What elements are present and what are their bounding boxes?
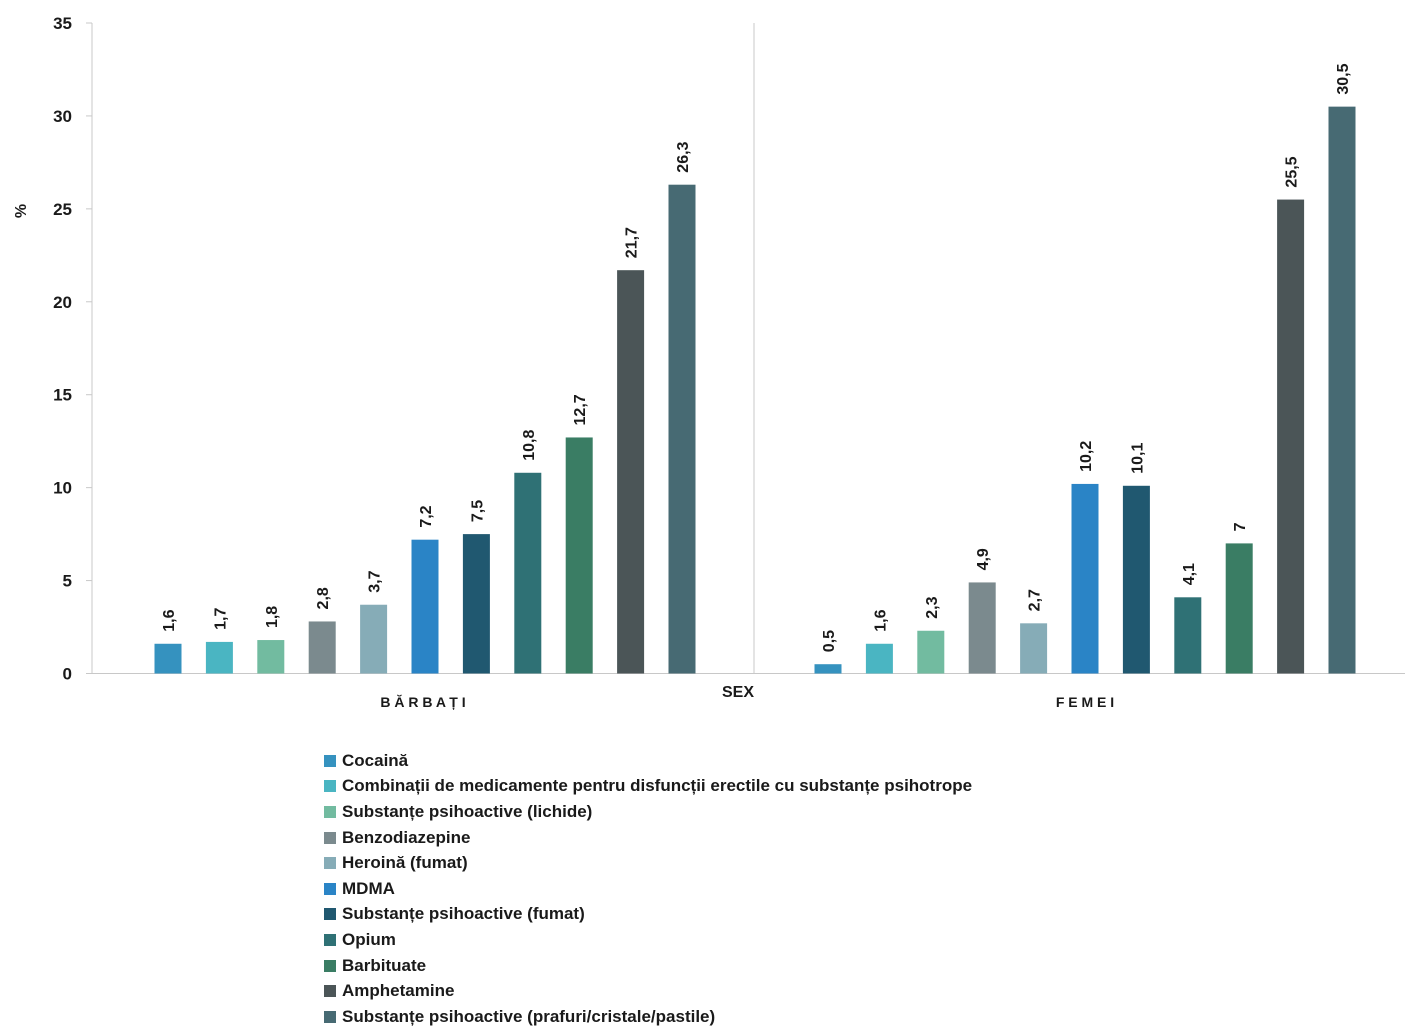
y-tick-label: 25 <box>53 200 72 219</box>
bar <box>1328 106 1356 674</box>
bar <box>1071 483 1099 674</box>
legend-swatch <box>324 780 336 793</box>
bar <box>205 641 233 674</box>
bar <box>668 184 696 674</box>
x-axis-label: SEX <box>722 684 754 701</box>
data-label: 1,8 <box>264 606 281 628</box>
data-labels: 1,6 1,7 1,8 2,8 3,7 7,2 7,5 10,8 12,7 21,7 26,3 0,5… <box>161 63 1352 652</box>
legend-label: MDMA <box>342 878 395 898</box>
data-label: 26,3 <box>675 141 692 172</box>
bar <box>1174 597 1202 674</box>
legend-label: Cocaină <box>342 750 409 770</box>
data-label: 30,5 <box>1335 63 1352 94</box>
y-tick-label: 35 <box>53 14 72 33</box>
data-label: 10,1 <box>1129 443 1146 474</box>
legend-item: Substanțe psihoactive (lichide) <box>324 799 972 825</box>
y-tick-label: 10 <box>53 479 72 498</box>
bar-chart: 0 5 10 15 20 25 30 35 B Ă R B A Ț I F E M E I 1,6… <box>13 14 1405 710</box>
legend-swatch <box>324 754 336 767</box>
legend-swatch <box>324 1010 336 1023</box>
legend-item: Substanțe psihoactive (prafuri/cristale/… <box>324 1004 972 1030</box>
legend-swatch <box>324 908 336 921</box>
data-label: 0,5 <box>821 630 838 652</box>
data-label: 4,9 <box>975 548 992 570</box>
bar <box>565 437 593 674</box>
data-label: 10,2 <box>1078 441 1095 472</box>
data-label: 7,2 <box>418 505 435 527</box>
legend-item: Cocaină <box>324 748 972 774</box>
legend-item: Substanțe psihoactive (fumat) <box>324 902 972 928</box>
bar <box>865 643 893 674</box>
legend-swatch <box>324 857 336 870</box>
legend-item: Barbituate <box>324 953 972 979</box>
bar <box>1122 485 1150 674</box>
y-tick-label: 20 <box>53 293 72 312</box>
y-tick-label: 30 <box>53 107 72 126</box>
legend-swatch <box>324 959 336 972</box>
legend-label: Barbituate <box>342 955 427 975</box>
data-label: 1,6 <box>161 609 178 631</box>
bar <box>308 621 336 674</box>
data-label: 7 <box>1232 522 1249 531</box>
legend-label: Amphetamine <box>342 981 455 1001</box>
bar <box>1225 543 1253 674</box>
data-label: 7,5 <box>469 500 486 522</box>
legend: Cocaină Combinații de medicamente pentru … <box>324 748 972 1030</box>
legend-swatch <box>324 933 336 946</box>
data-label: 4,1 <box>1181 563 1198 585</box>
data-label: 25,5 <box>1284 156 1301 187</box>
legend-swatch <box>324 831 336 844</box>
y-tick-label: 15 <box>53 386 72 405</box>
data-label: 3,7 <box>367 570 384 592</box>
data-label: 21,7 <box>624 227 641 258</box>
data-label: 2,8 <box>315 587 332 609</box>
data-label: 1,6 <box>872 609 889 631</box>
legend-label: Benzodiazepine <box>342 827 471 847</box>
axes: 0 5 10 15 20 25 30 35 B Ă R B A Ț I F E M E I <box>53 14 1405 710</box>
bar <box>360 604 388 674</box>
legend-label: Opium <box>342 929 396 949</box>
y-axis-label: % <box>13 204 30 218</box>
bar <box>617 270 645 674</box>
bar <box>917 630 945 674</box>
data-label: 2,7 <box>1027 589 1044 611</box>
bar <box>257 640 285 674</box>
legend-label: Substanțe psihoactive (fumat) <box>342 904 585 924</box>
bar <box>1277 199 1305 674</box>
bars <box>154 106 1356 674</box>
data-label: 10,8 <box>521 430 538 461</box>
bar <box>514 472 542 674</box>
legend-swatch <box>324 882 336 895</box>
bar <box>968 582 996 674</box>
legend-item: Combinații de medicamente pentru disfunc… <box>324 774 972 800</box>
category-label: F E M E I <box>1056 694 1114 710</box>
bar <box>154 643 182 674</box>
legend-item: MDMA <box>324 876 972 902</box>
bar <box>814 664 842 674</box>
data-label: 12,7 <box>572 394 589 425</box>
data-label: 2,3 <box>924 596 941 618</box>
legend-item: Heroină (fumat) <box>324 850 972 876</box>
legend-item: Benzodiazepine <box>324 825 972 851</box>
legend-swatch <box>324 985 336 998</box>
bar <box>462 534 490 674</box>
legend-swatch <box>324 805 336 818</box>
legend-label: Combinații de medicamente pentru disfunc… <box>342 776 973 796</box>
category-label: B Ă R B A Ț I <box>380 694 465 710</box>
bar <box>1020 623 1048 674</box>
bar <box>411 539 439 674</box>
legend-label: Substanțe psihoactive (prafuri/cristale/… <box>342 1006 716 1026</box>
legend-label: Substanțe psihoactive (lichide) <box>342 801 593 821</box>
data-label: 1,7 <box>212 608 229 630</box>
legend-label: Heroină (fumat) <box>342 853 468 873</box>
legend-item: Amphetamine <box>324 978 972 1004</box>
legend-item: Opium <box>324 927 972 953</box>
y-tick-label: 5 <box>63 572 72 591</box>
y-tick-label: 0 <box>63 665 72 684</box>
